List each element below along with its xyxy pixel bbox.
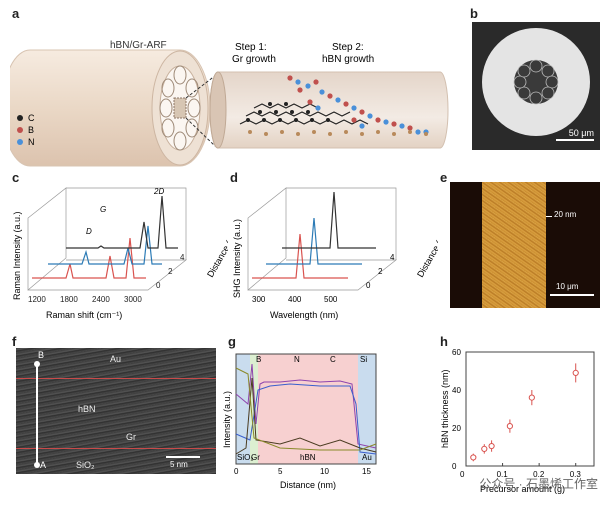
peak-d: D: [86, 227, 92, 236]
tem-layer-hbn: hBN: [78, 404, 96, 414]
thickness-point: [470, 454, 477, 461]
raman-xtick-3: 3000: [124, 295, 142, 304]
eds-xlabel: Distance (nm): [280, 480, 336, 490]
raman-xtick-0: 1200: [28, 295, 46, 304]
eds-ylabel: Intensity (a.u.): [222, 391, 232, 448]
step1-desc: Gr growth: [232, 54, 276, 65]
legend-c: C: [28, 113, 35, 123]
shg-zlabel: Distance (cm): [415, 226, 438, 279]
raman-xtick-1: 1800: [60, 295, 78, 304]
legend-n: N: [28, 137, 35, 147]
eds-legend-si: Si: [360, 355, 367, 364]
afm-image: 20 nm 10 μm: [450, 182, 600, 308]
raman-xtick-2: 2400: [92, 295, 110, 304]
thickness-point: [572, 369, 579, 377]
panel-label-c: c: [12, 170, 20, 185]
eds-xtick-0: 0: [234, 467, 239, 476]
panel-label-a: a: [12, 6, 20, 21]
shg-xtick-2: 500: [324, 295, 338, 304]
eds-legend-n: N: [294, 355, 300, 364]
eds-region-gr: Gr: [251, 453, 260, 462]
shg-ztick-2: 4: [390, 253, 395, 262]
watermark: 公众号 · 石墨烯工作室: [479, 477, 598, 491]
eds-xtick-1: 5: [278, 467, 283, 476]
step2-desc: hBN growth: [322, 54, 374, 65]
atom-legend: C B N: [17, 113, 35, 147]
raman-ylabel: Raman Intensity (a.u.): [12, 211, 22, 300]
tem-top-label: B: [38, 350, 45, 360]
sem-scale-label: 50 μm: [568, 128, 594, 138]
panel-label-f: f: [12, 334, 17, 349]
peak-2d: 2D: [153, 187, 164, 196]
shg-plot: 300 400 500 0 2 4 Wavelength (nm) SHG In…: [232, 187, 438, 320]
shg-xlabel: Wavelength (nm): [270, 310, 338, 320]
raman-ztick-2: 4: [180, 253, 185, 262]
tem-bottom-label: A: [40, 460, 47, 470]
thickness-point: [506, 423, 513, 430]
thickness-xtick: 0.3: [570, 470, 582, 479]
panel-label-e: e: [440, 170, 448, 185]
raman-ztick-0: 0: [156, 281, 161, 290]
afm-scale-label: 10 μm: [556, 282, 579, 291]
thickness-ytick: 20: [452, 424, 461, 433]
thickness-point: [528, 394, 535, 401]
tem-layer-gr: Gr: [126, 432, 136, 442]
step1-title: Step 1:: [235, 42, 267, 53]
eds-region-au: Au: [362, 453, 372, 462]
legend-b: B: [28, 125, 34, 135]
panel-label-g: g: [228, 334, 236, 349]
fiber-schematic: hBN/Gr-ARF C B N: [10, 40, 449, 167]
thickness-xlabel: Precursor amount (g): [480, 484, 565, 494]
eds-legend-c: C: [330, 355, 336, 364]
eds-region-sio2: SiO₂: [237, 453, 253, 462]
thickness-xtick: 0: [460, 470, 465, 479]
tem-image: B A Au hBN Gr SiO₂ 5 nm: [16, 348, 216, 474]
peak-g: G: [100, 205, 106, 214]
tem-layer-sio2: SiO₂: [76, 460, 95, 470]
eds-xtick-2: 10: [320, 467, 329, 476]
shg-ylabel: SHG Intensity (a.u.): [232, 219, 242, 298]
thickness-ytick: 0: [452, 462, 457, 471]
thickness-ytick: 60: [452, 348, 461, 357]
eds-legend-b: B: [256, 355, 261, 364]
panel-label-d: d: [230, 170, 238, 185]
eds-region-hbn: hBN: [300, 453, 316, 462]
afm-height-label: 20 nm: [554, 210, 577, 219]
thickness-xtick: 0.1: [497, 470, 509, 479]
raman-zlabel: Distance (cm): [205, 226, 228, 279]
shg-ztick-1: 2: [378, 267, 383, 276]
shg-xtick-1: 400: [288, 295, 302, 304]
tem-scale-label: 5 nm: [170, 460, 188, 469]
step2-title: Step 2:: [332, 42, 364, 53]
thickness-ytick: 40: [452, 386, 461, 395]
eds-profile-plot: B N C Si SiO₂ Gr hBN Au 0 5 10 15 Distan…: [222, 353, 377, 490]
raman-xlabel: Raman shift (cm⁻¹): [46, 310, 122, 320]
thickness-point: [488, 442, 495, 450]
thickness-ylabel: hBN thickness (nm): [440, 369, 450, 448]
raman-plot: G 2D D 1200 1800 2400 3000 0 2 4 Raman s…: [12, 187, 228, 320]
fiber-title: hBN/Gr-ARF: [110, 40, 167, 51]
sem-image: 50 μm: [472, 22, 600, 150]
raman-ztick-1: 2: [168, 267, 173, 276]
thickness-chart: 0 0.1 0.2 0.3 0 20 40 60 Precursor amount (g) h…: [440, 348, 595, 494]
panel-label-h: h: [440, 334, 448, 349]
thickness-xtick: 0.2: [533, 470, 545, 479]
thickness-point: [481, 445, 488, 453]
panel-label-b: b: [470, 6, 478, 21]
shg-ztick-0: 0: [366, 281, 371, 290]
shg-xtick-0: 300: [252, 295, 266, 304]
tem-layer-au: Au: [110, 354, 122, 364]
eds-xtick-3: 15: [362, 467, 371, 476]
